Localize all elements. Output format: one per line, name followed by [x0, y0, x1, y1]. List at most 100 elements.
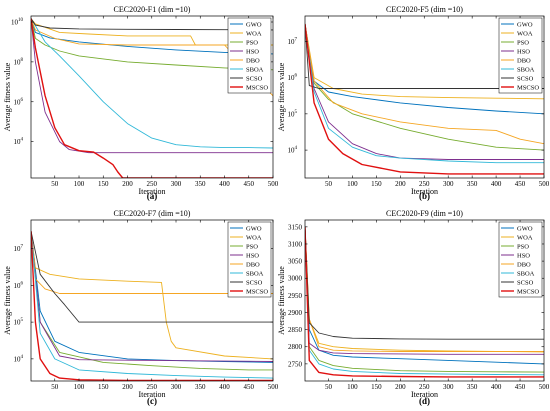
x-tick-label: 350 [467, 180, 478, 188]
y-tick-base: 10 [14, 58, 22, 66]
y-tick-exponent: 10 [18, 18, 24, 23]
y-axis-label: Average fitness value [277, 266, 286, 335]
x-tick-label: 100 [347, 383, 358, 391]
x-tick-label: 250 [419, 180, 430, 188]
y-tick-base: 10 [288, 110, 296, 118]
legend-label-woa: WOA [517, 30, 533, 37]
y-tick-label: 3150 [288, 223, 303, 231]
y-tick-exponent: 7 [21, 245, 24, 250]
y-tick-label: 2750 [288, 360, 303, 368]
legend-label-scso: SCSO [246, 279, 263, 286]
legend-box [498, 221, 543, 298]
chart-panel-2: 50 100 150 200 250 300 350 400 450 50010410510610… [277, 5, 550, 201]
x-tick-label: 500 [539, 383, 550, 391]
series-line-hso [305, 23, 544, 160]
chart-title: CEC2020-F5 (dim =10) [386, 5, 463, 14]
legend-label-dbo: DBO [246, 261, 260, 268]
plot-area [31, 18, 273, 178]
x-tick-label: 450 [515, 383, 526, 391]
chart-title: CEC2020-F9 (dim =10) [386, 209, 463, 218]
y-tick-exponent: 6 [295, 74, 298, 79]
y-tick-label: 104 [288, 146, 298, 155]
series-line-scso [305, 23, 544, 89]
y-tick-base: 10 [14, 245, 22, 253]
series-line-dbo [305, 226, 544, 352]
series-line-woa [31, 231, 273, 360]
chart-panel-1: 50 100 150 200 250 300 350 400 450 50010410610810… [3, 5, 279, 201]
x-tick-label: 100 [74, 383, 85, 391]
series-line-sboa [31, 18, 273, 149]
y-tick-label: 108 [14, 58, 24, 67]
series-line-mscso [305, 226, 544, 378]
legend-label-woa: WOA [246, 30, 262, 37]
plot-area [305, 226, 544, 378]
chart-title: CEC2020-F1 (dim =10) [114, 5, 191, 14]
legend-label-sboa: SBOA [517, 270, 535, 277]
y-tick-label: 2800 [288, 343, 303, 351]
series-line-pso [305, 23, 544, 151]
y-tick-exponent: 6 [21, 98, 24, 103]
y-tick-exponent: 4 [21, 355, 24, 360]
series-line-hso [305, 226, 544, 355]
series-line-sboa [31, 231, 273, 379]
x-tick-label: 350 [195, 383, 206, 391]
legend-label-pso: PSO [246, 39, 258, 46]
legend-label-gwo: GWO [246, 21, 262, 28]
legend: GWO WOA PSO HSO DBO SBOA SCSO MSCSO [498, 221, 543, 298]
legend-label-hso: HSO [246, 252, 259, 259]
y-tick-base: 10 [14, 319, 22, 327]
chart-panel-3: 50 100 150 200 250 300 350 400 450 50010410510610… [3, 209, 279, 406]
x-axis-label: Iteration [138, 390, 165, 399]
x-tick-label: 300 [171, 180, 182, 188]
legend-label-dbo: DBO [246, 57, 260, 64]
series-line-hso [31, 231, 273, 362]
legend-label-mscso: MSCSO [246, 288, 268, 295]
x-tick-label: 100 [74, 180, 85, 188]
legend-label-hso: HSO [517, 252, 530, 259]
y-tick-base: 10 [14, 138, 22, 146]
y-tick-label: 2950 [288, 292, 303, 300]
legend: GWO WOA PSO HSO DBO SBOA SCSO MSCSO [498, 17, 543, 94]
legend-label-gwo: GWO [517, 21, 533, 28]
y-axis-label: Average fitness value [277, 62, 286, 131]
y-tick-exponent: 6 [21, 281, 24, 286]
legend-label-scso: SCSO [246, 75, 263, 82]
legend-label-pso: PSO [246, 243, 258, 250]
x-tick-label: 450 [244, 180, 255, 188]
x-tick-label: 300 [171, 383, 182, 391]
x-tick-label: 150 [98, 180, 109, 188]
series-line-pso [31, 18, 273, 71]
x-tick-label: 150 [98, 383, 109, 391]
x-tick-label: 150 [371, 383, 382, 391]
x-tick-label: 500 [539, 180, 550, 188]
y-tick-label: 105 [14, 318, 24, 327]
y-tick-label: 106 [14, 281, 24, 290]
series-line-sboa [305, 23, 544, 164]
y-tick-exponent: 4 [21, 138, 24, 143]
panel-caption: (d) [419, 396, 430, 406]
x-tick-label: 400 [491, 383, 502, 391]
y-tick-label: 104 [14, 355, 24, 364]
y-tick-label: 107 [14, 245, 24, 254]
y-tick-base: 10 [14, 98, 22, 106]
series-line-scso [305, 226, 544, 340]
x-tick-label: 250 [147, 180, 158, 188]
plot-area [305, 23, 544, 175]
x-tick-label: 50 [325, 180, 333, 188]
y-axis-label: Average fitness value [3, 62, 12, 131]
x-tick-label: 350 [195, 180, 206, 188]
x-tick-label: 200 [122, 383, 133, 391]
y-tick-label: 3050 [288, 258, 303, 266]
series-line-sboa [305, 226, 544, 376]
legend-label-dbo: DBO [517, 57, 531, 64]
legend-label-pso: PSO [517, 243, 529, 250]
x-tick-label: 300 [443, 180, 454, 188]
y-tick-label: 3100 [288, 240, 303, 248]
y-tick-base: 10 [14, 282, 22, 290]
series-line-hso [31, 18, 273, 154]
legend-label-mscso: MSCSO [517, 288, 539, 295]
series-line-woa [305, 23, 544, 100]
y-tick-exponent: 5 [295, 110, 298, 115]
y-tick-exponent: 4 [295, 146, 298, 151]
legend-box [227, 221, 272, 298]
